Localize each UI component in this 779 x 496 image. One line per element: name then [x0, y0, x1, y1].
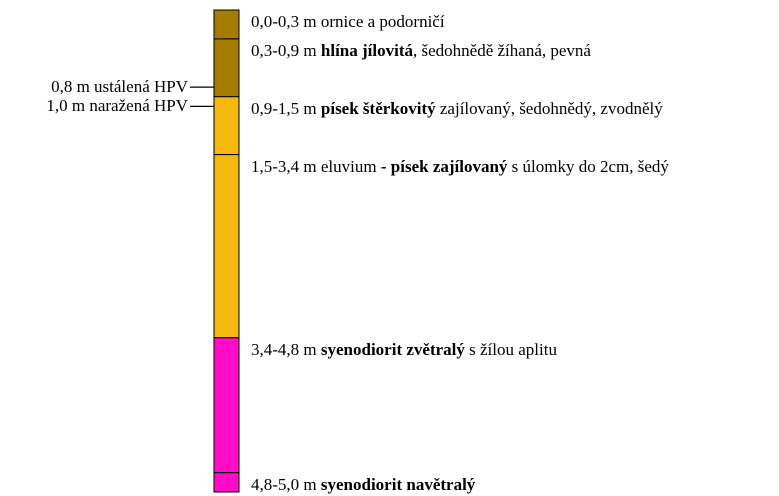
depth: 1,5-3,4 m: [251, 156, 317, 176]
layer-label: 4,8-5,0 m syenodiorit navětralý: [251, 474, 475, 495]
layer: [213, 9, 240, 40]
description: syenodiorit navětralý: [320, 474, 476, 494]
depth: 3,4-4,8 m: [251, 339, 317, 359]
layer: [213, 96, 240, 156]
depth: 4,8-5,0 m: [251, 474, 317, 494]
depth: 0,9-1,5 m: [251, 98, 317, 118]
layer: [213, 472, 240, 493]
depth: 0,0-0,3 m: [251, 12, 317, 31]
layer-label: 0,3-0,9 m hlína jílovitá, šedohnědě žíhan…: [251, 40, 621, 61]
description: , šedohnědě žíhaná, pevná: [413, 40, 591, 60]
layer-label: 1,5-3,4 m eluvium - písek zajílovaný s úl…: [251, 156, 669, 177]
description: - písek zajílovaný: [380, 156, 508, 176]
water-level-label: 0,8 m ustálená HPV: [51, 77, 188, 97]
depth: 0,3-0,9 m: [251, 40, 317, 60]
description: hlína jílovitá: [320, 40, 413, 60]
description: eluvium: [320, 156, 381, 176]
layer: [213, 337, 240, 474]
description: s úlomky do 2cm, šedý: [507, 156, 669, 176]
layer: [213, 154, 240, 339]
description: syenodiorit zvětralý: [320, 339, 465, 359]
layer-label: 0,9-1,5 m písek štěrkovitý zajílovaný, še…: [251, 98, 663, 119]
description: ornice a podorničí: [320, 12, 445, 31]
water-level-label: 1,0 m naražená HPV: [46, 96, 188, 116]
description: zajílovaný, šedohnědý, zvodnělý: [435, 98, 663, 118]
layer-label: 0,0-0,3 m ornice a podorničí: [251, 11, 445, 32]
description: s žílou aplitu: [464, 339, 557, 359]
description: písek štěrkovitý: [320, 98, 436, 118]
layer-label: 3,4-4,8 m syenodiorit zvětralý s žílou ap…: [251, 339, 557, 360]
layer: [213, 38, 240, 98]
